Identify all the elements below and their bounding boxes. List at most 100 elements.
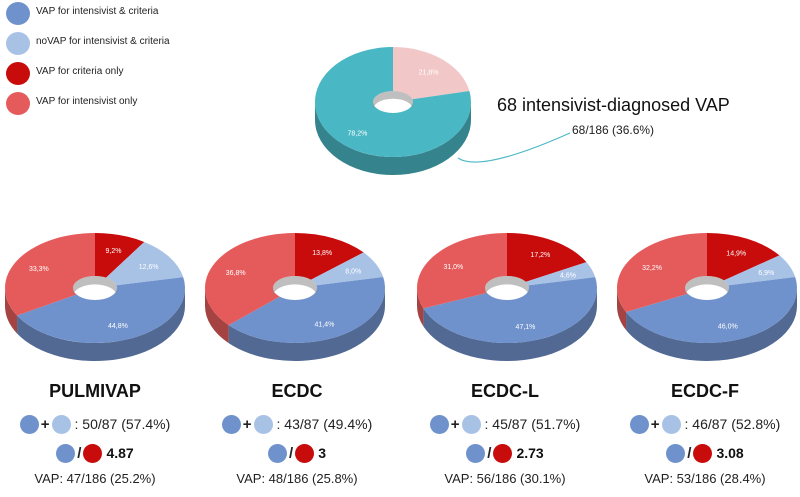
pie-slice: [626, 277, 797, 344]
agreement-value: : 46/87 (52.8%): [684, 416, 781, 432]
pie-slice-side: [626, 288, 797, 361]
pie-chart-pulmivap: 9,2% 12,6% 44,8% 33,3%: [5, 233, 186, 361]
donut-hole-inner: [273, 276, 317, 297]
legend-label: VAP for intensivist only: [36, 96, 138, 107]
pie-data-label: 8,0%: [345, 269, 361, 276]
pie-slice: [295, 252, 384, 288]
legend-label: VAP for criteria only: [36, 66, 124, 77]
panel-ecdc-f: ECDC-F + : 46/87 (52.8%) / 3.08 VAP: 53/…: [605, 376, 800, 486]
pie-slice: [707, 233, 780, 288]
circle-icon: [56, 443, 76, 463]
pie-data-label: 17,2%: [530, 252, 550, 259]
ratio-row: / 3.08: [605, 442, 800, 464]
ratio-row: / 3: [197, 442, 397, 464]
pie-slice-side: [5, 288, 18, 334]
circle-icon: [693, 443, 713, 463]
pie-slice: [295, 233, 364, 288]
donut-hole-inner: [685, 276, 729, 297]
plus-sign: +: [242, 415, 252, 433]
ratio-row: / 4.87: [0, 442, 195, 464]
pie-data-label: 78,2%: [348, 131, 368, 138]
plus-sign: +: [40, 415, 50, 433]
top-chart-subtitle: 68/186 (36.6%): [572, 123, 655, 137]
pie-slice: [417, 233, 507, 309]
circle-icon: [661, 414, 681, 434]
vap-count: VAP: 47/186 (25.2%): [34, 471, 156, 486]
circle-icon: [268, 443, 288, 463]
divide-sign: /: [77, 444, 82, 462]
pie-slice: [707, 255, 796, 288]
pie-slice: [95, 241, 184, 288]
circle-icon: [253, 414, 273, 434]
vap-count: VAP: 48/186 (25.8%): [236, 471, 358, 486]
pie-slice: [17, 277, 186, 343]
pie-data-label: 31,0%: [443, 264, 463, 271]
pie-slice-side: [315, 102, 471, 175]
panel-ecdc: ECDC + : 43/87 (49.4%) / 3 VAP: 48/186 (…: [197, 376, 397, 486]
pie-slice-side: [617, 288, 627, 331]
ratio-value: 4.87: [106, 445, 134, 461]
vap-count: VAP: 56/186 (30.1%): [444, 471, 566, 486]
donut-hole-inner: [73, 276, 117, 297]
pie-chart-ecdc-l: 17,2% 4,6% 47,1% 31,0%: [417, 233, 597, 362]
agreement-value: : 50/87 (57.4%): [74, 416, 171, 432]
pie-chart-ecdc: 13,8% 8,0% 41,4% 36,8%: [205, 233, 385, 361]
pie-slice: [423, 277, 597, 344]
panel-ecdc-l: ECDC-L + : 45/87 (51.7%) / 2.73 VAP: 56/…: [405, 376, 605, 486]
circle-icon: [6, 32, 30, 55]
pie-slice-side: [423, 288, 597, 362]
pie-chart-top: 21,8% 78,2%: [315, 47, 471, 175]
pie-data-label: 4,6%: [560, 273, 576, 280]
pie-data-label: 14,9%: [726, 251, 746, 258]
pie-slice: [95, 233, 145, 288]
pie-slice: [205, 233, 295, 326]
circle-icon: [6, 62, 30, 85]
agreement-value: : 43/87 (49.4%): [276, 416, 373, 432]
pie-slice-side: [417, 288, 424, 327]
donut-hole-inner: [373, 91, 413, 110]
leader-line: [457, 132, 571, 163]
circle-icon: [666, 443, 686, 463]
circle-icon: [493, 443, 513, 463]
plus-sign: +: [650, 415, 660, 433]
circle-icon: [19, 414, 39, 434]
pie-slice-side: [228, 288, 385, 361]
pie-slice: [5, 233, 96, 316]
legend-label: VAP for intensivist & criteria: [36, 6, 159, 17]
pie-data-label: 12,6%: [139, 264, 159, 271]
panel-pulmivap: PULMIVAP + : 50/87 (57.4%) / 4.87 VAP: 4…: [0, 376, 195, 486]
divide-sign: /: [289, 444, 294, 462]
plus-sign: +: [450, 415, 460, 433]
pie-data-label: 21,8%: [419, 69, 439, 76]
circle-icon: [6, 2, 30, 25]
divide-sign: /: [487, 444, 492, 462]
circle-icon: [629, 414, 649, 434]
circle-icon: [295, 443, 315, 463]
pie-data-label: 9,2%: [106, 248, 122, 255]
pie-chart-ecdc-f: 14,9% 6,9% 46,0% 32,2%: [617, 233, 797, 361]
pie-data-label: 32,2%: [642, 265, 662, 272]
panel-title: ECDC: [271, 381, 323, 401]
agreement-row: + : 45/87 (51.7%): [405, 413, 605, 435]
agreement-row: + : 43/87 (49.4%): [197, 413, 397, 435]
panel-title: ECDC-L: [471, 381, 539, 401]
ratio-value: 2.73: [516, 445, 544, 461]
ratio-value: 3: [318, 445, 326, 461]
pie-slice: [507, 233, 587, 288]
pie-data-label: 13,8%: [312, 250, 332, 257]
pie-data-label: 36,8%: [226, 270, 246, 277]
circle-icon: [51, 414, 71, 434]
pie-slice: [228, 277, 385, 343]
pie-data-label: 47,1%: [516, 324, 536, 331]
circle-icon: [429, 414, 449, 434]
pie-data-label: 33,3%: [29, 266, 49, 273]
ratio-value: 3.08: [716, 445, 744, 461]
vap-count: VAP: 53/186 (28.4%): [644, 471, 766, 486]
ratio-row: / 2.73: [405, 442, 605, 464]
pie-slice-side: [17, 288, 186, 361]
divide-sign: /: [687, 444, 692, 462]
circle-icon: [466, 443, 486, 463]
circle-icon: [6, 92, 30, 115]
pie-slice: [617, 233, 707, 313]
agreement-value: : 45/87 (51.7%): [484, 416, 581, 432]
